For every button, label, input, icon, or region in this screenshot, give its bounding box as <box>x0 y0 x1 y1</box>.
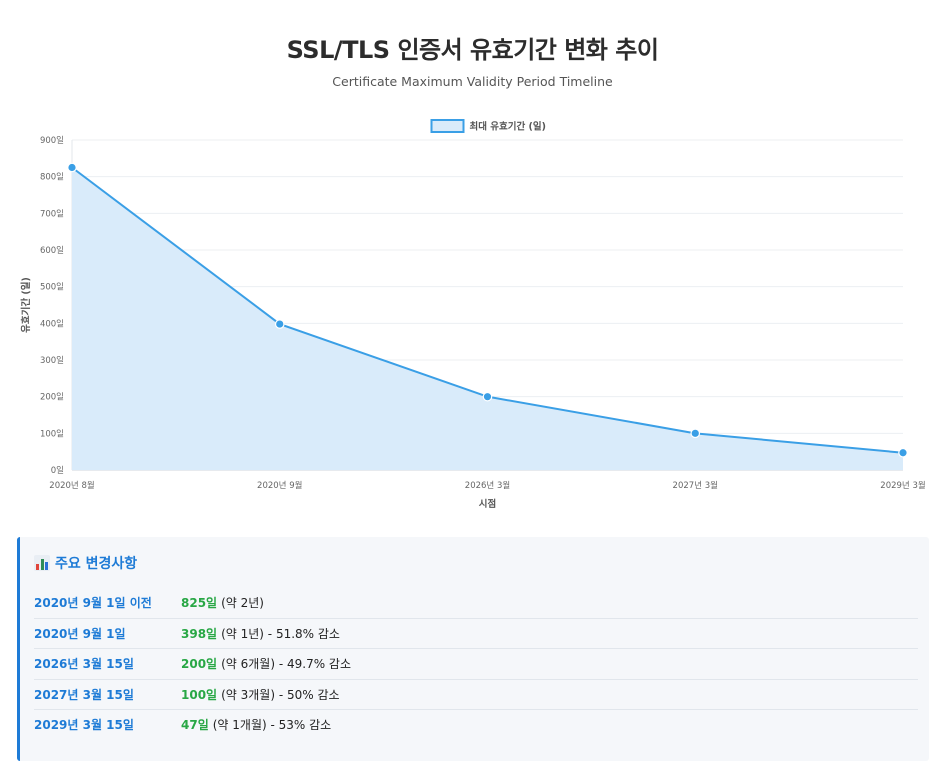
page-subtitle: Certificate Maximum Validity Period Time… <box>332 74 613 89</box>
y-tick-label: 100일 <box>40 429 64 439</box>
y-tick-label: 400일 <box>40 319 64 329</box>
bar-chart-icon <box>34 555 50 571</box>
change-note: (약 1개월) - 53% 감소 <box>212 718 332 733</box>
list-item: 2029년 3월 15일 47일 (약 1개월) - 53% 감소 <box>34 710 918 740</box>
list-item: 2026년 3월 15일 200일 (약 6개월) - 49.7% 감소 <box>34 649 918 680</box>
data-point <box>690 428 701 439</box>
legend-label: 최대 유효기간 (일) <box>470 121 546 133</box>
x-tick-label: 2029년 3월 <box>880 480 925 491</box>
data-point <box>274 319 285 329</box>
change-value: 200일 <box>181 657 218 672</box>
change-note: (약 3개월) - 50% 감소 <box>221 687 340 702</box>
y-tick-label: 200일 <box>40 393 64 403</box>
y-tick-label: 500일 <box>40 283 64 293</box>
validity-area-chart: 0일 100일 200일 300일 400일 500일 600일 700일 800일 900일 20… <box>20 119 926 510</box>
y-axis-title: 유효기간 (일) <box>20 277 32 333</box>
change-date: 2027년 3월 15일 <box>34 687 134 702</box>
series-area <box>72 167 903 470</box>
change-date: 2029년 3월 15일 <box>34 718 134 733</box>
change-value: 47일 <box>181 718 209 733</box>
change-note: (약 1년) - 51.8% 감소 <box>221 626 340 641</box>
data-point <box>67 162 77 173</box>
data-point <box>898 447 908 458</box>
x-tick-label: 2020년 8월 <box>49 480 94 491</box>
list-item: 2020년 9월 1일 398일 (약 1년) - 51.8% 감소 <box>34 619 918 649</box>
legend-swatch <box>430 119 465 133</box>
change-value: 100일 <box>181 687 218 702</box>
change-note: (약 6개월) - 49.7% 감소 <box>221 657 352 672</box>
changes-title: 주요 변경사항 <box>55 556 138 572</box>
list-item: 2027년 3월 15일 100일 (약 3개월) - 50% 감소 <box>34 680 918 710</box>
change-date: 2026년 3월 15일 <box>34 657 134 672</box>
change-value: 398일 <box>181 626 218 641</box>
x-axis-title: 시점 <box>479 498 496 510</box>
list-item: 2020년 9월 1일 이전 825일 (약 2년) <box>34 588 918 619</box>
y-tick-label: 900일 <box>40 136 64 146</box>
y-tick-label: 600일 <box>40 246 64 256</box>
change-date: 2020년 9월 1일 <box>34 626 126 641</box>
change-note: (약 2년) <box>221 596 264 611</box>
x-tick-label: 2027년 3월 <box>673 480 718 491</box>
y-tick-label: 0일 <box>51 466 64 476</box>
page-title: SSL/TLS 인증서 유효기간 변화 추이 <box>286 36 659 64</box>
changes-list: 2020년 9월 1일 이전 825일 (약 2년) 2020년 9월 1일 3… <box>34 588 918 740</box>
y-tick-label: 300일 <box>40 356 64 366</box>
x-tick-label: 2020년 9월 <box>257 480 302 491</box>
change-value: 825일 <box>181 596 218 611</box>
changes-panel: 주요 변경사항 2020년 9월 1일 이전 825일 (약 2년) 2020년… <box>17 537 929 761</box>
change-date: 2020년 9월 1일 이전 <box>34 596 152 611</box>
y-tick-label: 700일 <box>40 209 64 219</box>
x-tick-label: 2026년 3월 <box>465 480 510 491</box>
data-point <box>482 391 493 402</box>
changes-heading: 주요 변경사항 <box>34 553 137 573</box>
y-tick-label: 800일 <box>40 173 64 183</box>
